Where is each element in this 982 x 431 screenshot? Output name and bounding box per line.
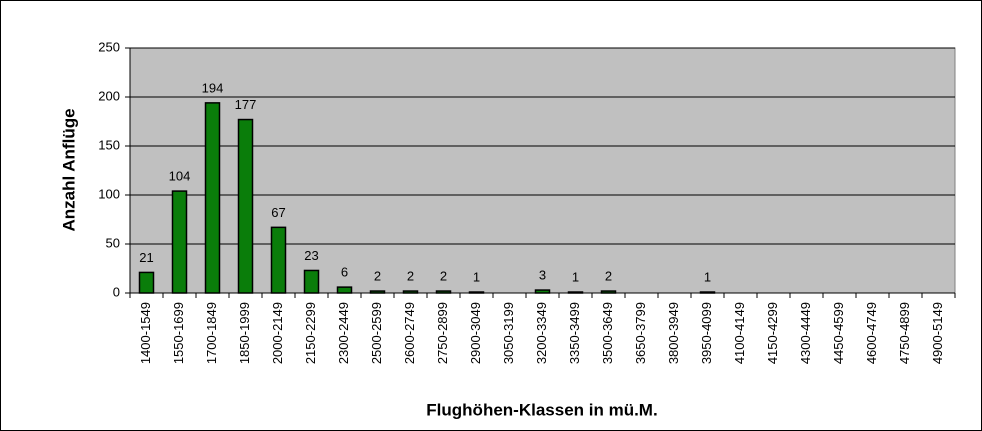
data-label: 177 bbox=[235, 97, 257, 112]
bar bbox=[138, 271, 155, 294]
x-tick-label: 2300-2449 bbox=[336, 302, 351, 364]
x-tick-label: 1700-1849 bbox=[204, 302, 219, 364]
x-axis-title: Flughöhen-Klassen in mü.M. bbox=[426, 400, 657, 419]
x-tick-label: 3500-3649 bbox=[600, 302, 615, 364]
x-tick-label: 4900-5149 bbox=[930, 302, 945, 364]
bar bbox=[204, 102, 221, 294]
data-label: 2 bbox=[407, 268, 414, 283]
bar bbox=[237, 118, 254, 294]
data-label: 67 bbox=[271, 205, 285, 220]
bar bbox=[171, 190, 188, 294]
bar bbox=[402, 290, 419, 294]
bar bbox=[369, 290, 386, 294]
bar bbox=[534, 289, 551, 294]
data-label: 2 bbox=[605, 268, 612, 283]
data-label: 1 bbox=[473, 269, 480, 284]
x-tick-label: 2750-2899 bbox=[435, 302, 450, 364]
x-tick-label: 2500-2599 bbox=[369, 302, 384, 364]
bar bbox=[567, 291, 584, 294]
x-tick-label: 4100-4149 bbox=[732, 302, 747, 364]
bar bbox=[600, 290, 617, 294]
x-tick-label: 1400-1549 bbox=[138, 302, 153, 364]
y-tick-label: 50 bbox=[106, 235, 120, 250]
bar bbox=[468, 291, 485, 294]
bar bbox=[336, 286, 353, 294]
y-tick-label: 150 bbox=[98, 137, 120, 152]
x-tick-label: 2000-2149 bbox=[270, 302, 285, 364]
data-label: 2 bbox=[374, 268, 381, 283]
data-label: 194 bbox=[202, 80, 224, 95]
y-tick-label: 250 bbox=[98, 39, 120, 54]
data-label: 1 bbox=[704, 269, 711, 284]
x-tick-label: 4600-4749 bbox=[864, 302, 879, 364]
data-label: 21 bbox=[139, 250, 153, 265]
x-tick-label: 3200-3349 bbox=[534, 302, 549, 364]
data-label: 3 bbox=[539, 267, 546, 282]
y-axis-title: Anzahl Anflüge bbox=[59, 108, 78, 231]
bar bbox=[699, 291, 716, 294]
data-label: 104 bbox=[169, 169, 191, 184]
x-tick-label: 1850-1999 bbox=[237, 302, 252, 364]
y-tick-label: 200 bbox=[98, 88, 120, 103]
x-tick-label: 4300-4449 bbox=[798, 302, 813, 364]
bar bbox=[270, 226, 287, 294]
x-tick-label: 3350-3499 bbox=[567, 302, 582, 364]
data-label: 1 bbox=[572, 269, 579, 284]
data-label: 2 bbox=[440, 268, 447, 283]
x-tick-label: 4750-4899 bbox=[897, 302, 912, 364]
y-tick-label: 0 bbox=[113, 284, 120, 299]
x-tick-label: 2150-2299 bbox=[303, 302, 318, 364]
bar bbox=[303, 269, 320, 294]
bar bbox=[435, 290, 452, 294]
x-tick-label: 2900-3049 bbox=[468, 302, 483, 364]
x-tick-label: 3650-3799 bbox=[633, 302, 648, 364]
x-tick-label: 4450-4599 bbox=[831, 302, 846, 364]
x-tick-label: 4150-4299 bbox=[765, 302, 780, 364]
plot-background bbox=[129, 47, 956, 294]
x-tick-label: 1550-1699 bbox=[171, 302, 186, 364]
data-label: 6 bbox=[341, 265, 348, 280]
x-tick-label: 3050-3199 bbox=[501, 302, 516, 364]
x-tick-label: 2600-2749 bbox=[402, 302, 417, 364]
x-tick-label: 3800-3949 bbox=[666, 302, 681, 364]
y-tick-label: 100 bbox=[98, 186, 120, 201]
x-tick-label: 3950-4099 bbox=[699, 302, 714, 364]
data-label: 23 bbox=[304, 248, 318, 263]
